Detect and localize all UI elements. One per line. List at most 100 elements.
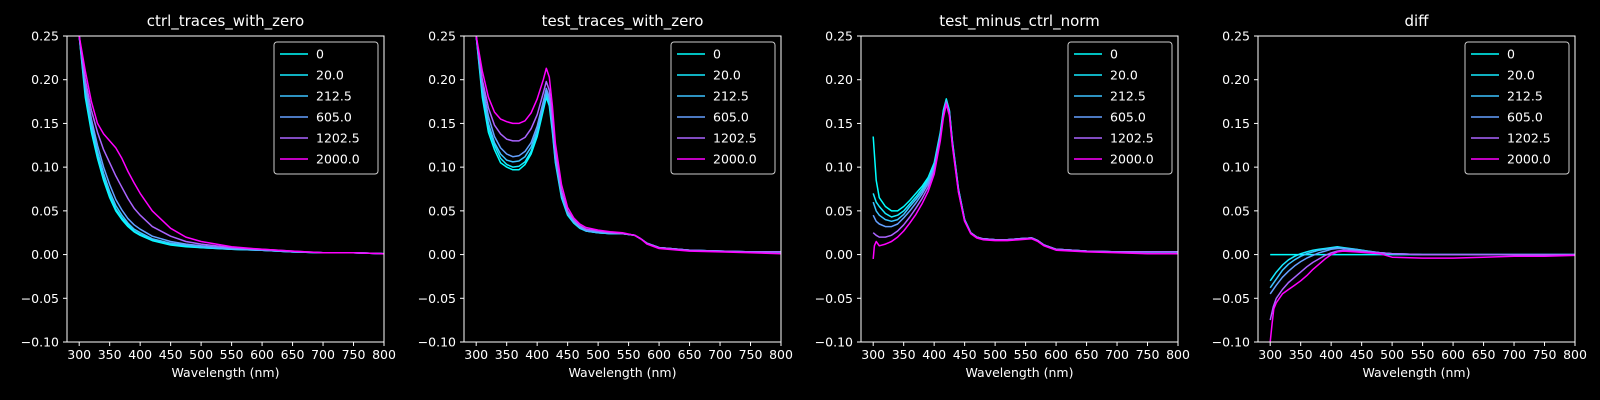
y-tick-label: −0.05 bbox=[418, 291, 456, 306]
axes-frame bbox=[1257, 35, 1576, 343]
x-tick-label: 600 bbox=[250, 347, 274, 362]
chart-title: diff bbox=[1404, 12, 1429, 30]
y-tick-label: 0.25 bbox=[31, 29, 59, 44]
legend: 0 20.0 212.5 605.0 1202.5 2000.0 bbox=[1067, 41, 1173, 175]
x-tick-label: 450 bbox=[159, 347, 183, 362]
x-tick-label: 300 bbox=[464, 347, 488, 362]
y-tick-label: 0.00 bbox=[31, 247, 59, 262]
legend-label: 2000.0 bbox=[316, 152, 360, 167]
y-tick-label: 0.20 bbox=[428, 72, 456, 87]
y-tick-label: −0.10 bbox=[1212, 335, 1250, 350]
legend-label: 212.5 bbox=[1507, 89, 1543, 104]
y-tick-label: 0.00 bbox=[1222, 247, 1250, 262]
y-tick-label: 0.00 bbox=[428, 247, 456, 262]
y-tick-label: 0.00 bbox=[825, 247, 853, 262]
x-tick-label: 350 bbox=[98, 347, 122, 362]
x-tick-label: 550 bbox=[1014, 347, 1038, 362]
legend-label: 212.5 bbox=[713, 89, 749, 104]
series-line-2000.0 bbox=[872, 103, 1178, 259]
x-tick-label: 300 bbox=[861, 347, 885, 362]
x-tick-label: 550 bbox=[1411, 347, 1435, 362]
y-tick-label: −0.05 bbox=[1212, 291, 1250, 306]
legend-label: 212.5 bbox=[1110, 89, 1146, 104]
y-tick-label: 0.10 bbox=[428, 160, 456, 175]
y-tick-label: 0.05 bbox=[428, 203, 456, 218]
x-tick-label: 500 bbox=[983, 347, 1007, 362]
y-tick-label: 0.10 bbox=[31, 160, 59, 175]
legend-label: 2000.0 bbox=[1110, 152, 1154, 167]
y-tick-label: 0.10 bbox=[825, 160, 853, 175]
legend-label: 1202.5 bbox=[1110, 131, 1154, 146]
x-tick-label: 700 bbox=[1502, 347, 1526, 362]
y-tick-label: −0.10 bbox=[418, 335, 456, 350]
x-tick-label: 700 bbox=[1105, 347, 1129, 362]
series-line-2000.0 bbox=[475, 36, 781, 255]
axes-frame bbox=[66, 35, 385, 343]
y-tick-label: 0.10 bbox=[1222, 160, 1250, 175]
x-tick-label: 700 bbox=[708, 347, 732, 362]
x-tick-label: 650 bbox=[1075, 347, 1099, 362]
series-group bbox=[1269, 245, 1575, 342]
y-tick-label: 0.25 bbox=[428, 29, 456, 44]
series-line-2000.0 bbox=[1269, 250, 1575, 342]
x-tick-label: 600 bbox=[1044, 347, 1068, 362]
x-tick-label: 650 bbox=[281, 347, 305, 362]
x-axis-label: Wavelength (nm) bbox=[1363, 365, 1471, 380]
series-line-1202.5 bbox=[1269, 249, 1575, 321]
y-tick-label: 0.20 bbox=[825, 72, 853, 87]
x-tick-label: 350 bbox=[892, 347, 916, 362]
x-tick-label: 300 bbox=[67, 347, 91, 362]
y-tick-label: −0.05 bbox=[815, 291, 853, 306]
chart-title: test_minus_ctrl_norm bbox=[939, 12, 1100, 31]
series-line-2000.0 bbox=[78, 36, 384, 255]
x-tick-label: 700 bbox=[311, 347, 335, 362]
chart-title: ctrl_traces_with_zero bbox=[147, 12, 304, 31]
y-tick-label: 0.05 bbox=[31, 203, 59, 218]
y-tick-label: 0.15 bbox=[825, 116, 853, 131]
y-tick-label: 0.25 bbox=[825, 29, 853, 44]
x-axis-label: Wavelength (nm) bbox=[966, 365, 1074, 380]
x-tick-label: 400 bbox=[1319, 347, 1343, 362]
x-tick-label: 450 bbox=[556, 347, 580, 362]
x-tick-label: 750 bbox=[1136, 347, 1160, 362]
legend: 0 20.0 212.5 605.0 1202.5 2000.0 bbox=[670, 41, 776, 175]
chart-panel-4: diff 300 350 400 450 500 550 600 650 700 750 800 −0.… bbox=[1212, 12, 1587, 380]
x-tick-label: 350 bbox=[495, 347, 519, 362]
y-tick-label: 0.15 bbox=[1222, 116, 1250, 131]
chart-panel-1: ctrl_traces_with_zero 300 350 400 450 500 550 6… bbox=[21, 12, 396, 380]
legend-label: 0 bbox=[316, 47, 324, 62]
x-tick-label: 400 bbox=[922, 347, 946, 362]
x-tick-label: 800 bbox=[372, 347, 396, 362]
y-tick-label: 0.05 bbox=[1222, 203, 1250, 218]
axes-frame bbox=[860, 35, 1179, 343]
x-axis-label: Wavelength (nm) bbox=[172, 365, 280, 380]
legend-label: 20.0 bbox=[1507, 68, 1535, 83]
x-tick-label: 650 bbox=[678, 347, 702, 362]
legend-label: 20.0 bbox=[1110, 68, 1138, 83]
y-tick-label: 0.20 bbox=[1222, 72, 1250, 87]
y-tick-label: 0.15 bbox=[31, 116, 59, 131]
x-tick-label: 800 bbox=[769, 347, 793, 362]
y-tick-label: 0.15 bbox=[428, 116, 456, 131]
legend: 0 20.0 212.5 605.0 1202.5 2000.0 bbox=[273, 41, 379, 175]
y-tick-label: 0.05 bbox=[825, 203, 853, 218]
y-tick-label: 0.25 bbox=[1222, 29, 1250, 44]
legend-label: 1202.5 bbox=[316, 131, 360, 146]
x-tick-label: 550 bbox=[617, 347, 641, 362]
legend-label: 2000.0 bbox=[713, 152, 757, 167]
axes-frame bbox=[463, 35, 782, 343]
y-tick-label: −0.10 bbox=[21, 335, 59, 350]
x-tick-label: 450 bbox=[1350, 347, 1374, 362]
legend-label: 20.0 bbox=[713, 68, 741, 83]
legend-label: 1202.5 bbox=[713, 131, 757, 146]
x-tick-label: 300 bbox=[1258, 347, 1282, 362]
legend-label: 605.0 bbox=[316, 110, 352, 125]
x-tick-label: 600 bbox=[1441, 347, 1465, 362]
legend-label: 0 bbox=[1110, 47, 1118, 62]
legend-label: 605.0 bbox=[713, 110, 749, 125]
x-tick-label: 500 bbox=[586, 347, 610, 362]
series-group bbox=[475, 36, 781, 255]
x-axis-label: Wavelength (nm) bbox=[569, 365, 677, 380]
y-tick-label: 0.20 bbox=[31, 72, 59, 87]
